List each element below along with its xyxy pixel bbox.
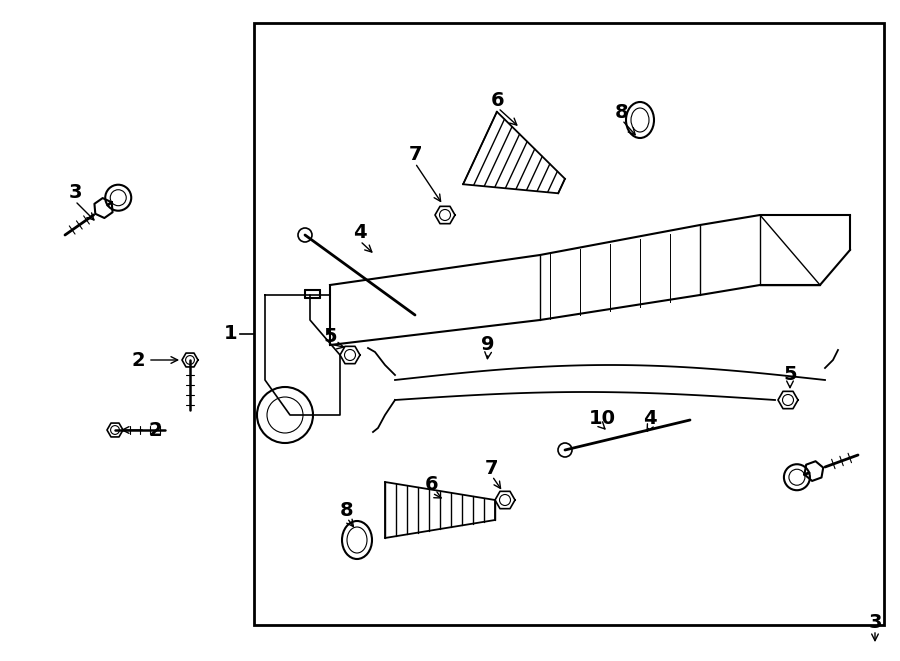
Text: 3: 3 — [868, 613, 882, 631]
Text: 1: 1 — [224, 325, 238, 343]
Text: 4: 4 — [644, 408, 657, 428]
Text: 7: 7 — [409, 145, 422, 165]
Text: 3: 3 — [68, 184, 82, 202]
Text: 9: 9 — [482, 336, 495, 354]
Text: 2: 2 — [148, 420, 162, 440]
Text: 5: 5 — [783, 366, 796, 385]
Circle shape — [298, 228, 312, 242]
Text: 8: 8 — [340, 500, 354, 520]
Text: 10: 10 — [589, 408, 616, 428]
Text: 2: 2 — [131, 350, 145, 369]
Text: 6: 6 — [491, 91, 505, 110]
Circle shape — [558, 443, 572, 457]
Text: 4: 4 — [353, 223, 367, 243]
Text: 6: 6 — [425, 475, 439, 494]
Text: 8: 8 — [616, 102, 629, 122]
Bar — [254, 23, 884, 625]
Text: 5: 5 — [323, 327, 337, 346]
Text: 7: 7 — [485, 459, 499, 477]
Circle shape — [105, 184, 131, 211]
Circle shape — [784, 464, 810, 490]
